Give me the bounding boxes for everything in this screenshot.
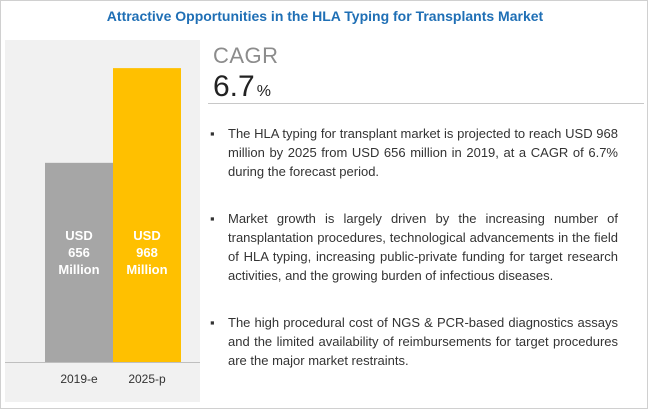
bar-2019-e — [45, 162, 113, 362]
data-label: USD — [133, 228, 160, 243]
bullet-icon: ▪ — [210, 211, 215, 226]
cagr-value: 6.7% — [213, 70, 271, 104]
bar-2025-p — [113, 68, 181, 362]
data-label: Million — [58, 262, 99, 277]
key-point: ▪ Market growth is largely driven by the … — [208, 209, 618, 285]
data-label: Million — [126, 262, 167, 277]
page-title: Attractive Opportunities in the HLA Typi… — [106, 8, 544, 24]
x-tick-label: 2025-p — [128, 372, 166, 386]
data-label: 656 — [68, 245, 90, 260]
x-tick-label: 2019-e — [60, 372, 98, 386]
cagr-unit: % — [256, 83, 271, 100]
key-point: ▪ The high procedural cost of NGS & PCR-b… — [208, 313, 618, 370]
key-point-text: Market growth is largely driven by the i… — [228, 211, 618, 283]
bullet-icon: ▪ — [210, 315, 215, 330]
cagr-label: CAGR — [213, 43, 279, 68]
bullet-icon: ▪ — [210, 126, 215, 141]
cagr-number: 6.7 — [213, 70, 255, 103]
key-points-list: ▪ The HLA typing for transplant market is… — [208, 124, 618, 370]
data-label: 968 — [136, 245, 158, 260]
cagr-divider — [208, 103, 644, 104]
key-point-text: The HLA typing for transplant market is … — [228, 126, 618, 179]
data-label: USD — [65, 228, 92, 243]
key-point: ▪ The HLA typing for transplant market is… — [208, 124, 618, 181]
key-point-text: The high procedural cost of NGS & PCR-ba… — [228, 315, 618, 368]
